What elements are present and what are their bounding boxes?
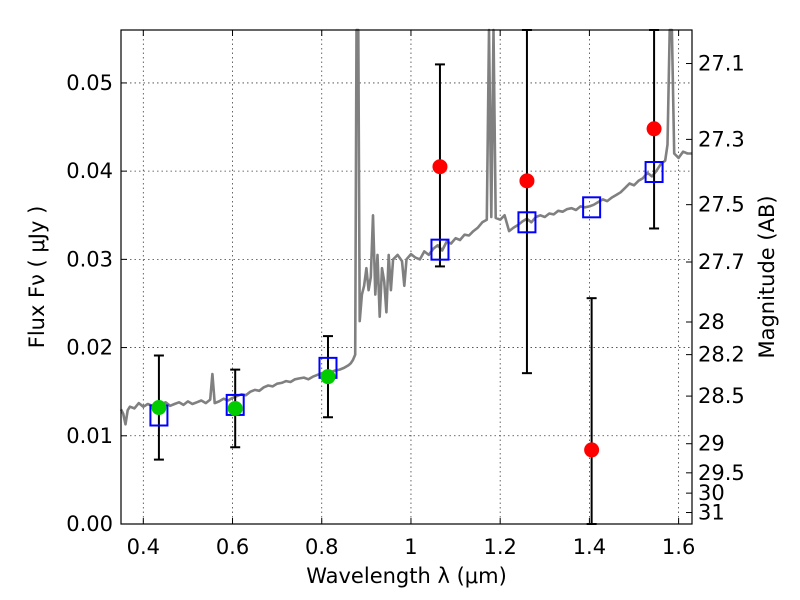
model-square-marker [644,161,664,184]
grid-lines [121,30,692,524]
x-tick-label: 1.2 [483,535,516,559]
right-tick-label: 29.5 [698,461,745,485]
green-point-marker [151,400,167,416]
y-tick-label: 0.00 [66,512,113,536]
red-point-marker [519,173,535,189]
right-tick-label: 29 [698,432,725,456]
x-tick-label: 1.6 [662,535,695,559]
y-tick-label: 0.04 [66,159,113,183]
green-point-marker [320,369,336,385]
right-tick-label: 31 [698,501,725,525]
right-tick-label: 27.5 [698,193,745,217]
x-tick-label: 0.8 [305,535,338,559]
plot-frame [120,29,693,525]
x-tick-label: 0.4 [127,535,160,559]
y-tick-label: 0.03 [66,247,113,271]
y-axis-label: Flux Fν ( μJy ) [25,206,49,349]
right-tick-label: 27.7 [698,250,745,274]
right-tick-label: 30 [698,481,725,505]
y-tick-label: 0.01 [66,424,113,448]
model-square-marker [430,238,450,261]
y-tick-label: 0.02 [66,336,113,360]
right-tick-label: 27.1 [698,52,745,76]
red-point-marker [432,159,448,175]
x-axis-label: Wavelength λ (μm) [306,564,507,588]
x-tick-label: 0.6 [216,535,249,559]
axis-ticks [121,30,692,525]
red-point-marker [646,121,662,137]
spectrum-line [119,28,692,426]
model-square-marker [517,211,537,234]
red-point-marker [584,442,600,458]
green-point-marker [227,400,243,416]
model-square-marker [582,196,602,219]
model-spectrum [119,28,692,426]
data-markers [149,121,664,458]
right-tick-label: 28.2 [698,343,745,367]
tick-labels: 0.4 0.6 0.8 1 1.2 1.4 1.6 0.00 0.01 0.02 0.03 0.04 0… [66,52,745,559]
y-tick-label: 0.05 [66,71,113,95]
right-y-axis-label: Magnitude (AB) [755,195,779,358]
x-tick-label: 1 [404,535,417,559]
right-tick-label: 27.3 [698,127,745,151]
x-tick-label: 1.4 [573,535,606,559]
right-tick-label: 28.5 [698,384,745,408]
right-tick-label: 28 [698,310,725,334]
error-bars [153,29,660,525]
